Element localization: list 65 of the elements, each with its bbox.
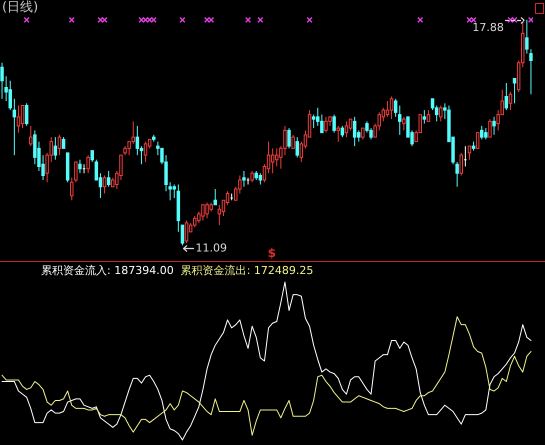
candlestick	[275, 148, 278, 167]
candlestick	[214, 188, 217, 206]
candlestick	[439, 105, 442, 122]
candlestick	[242, 170, 246, 188]
candlestick	[62, 136, 66, 149]
candlestick	[86, 154, 90, 174]
candlestick	[24, 102, 28, 126]
text: 累积资金流入: 187394.00	[41, 264, 174, 277]
text: 累积资金流出: 172489.25	[180, 264, 314, 277]
candlestick	[484, 128, 488, 140]
candlestick	[332, 114, 336, 134]
candlestick	[209, 202, 213, 212]
candlestick	[365, 120, 369, 134]
candlestick	[492, 116, 496, 136]
candlestick	[258, 172, 262, 185]
candlestick	[340, 125, 344, 138]
candlestick	[106, 170, 110, 188]
candlestick	[352, 116, 356, 147]
candlestick	[184, 220, 188, 244]
candlestick	[468, 146, 472, 160]
candlestick	[201, 204, 205, 222]
candlestick	[472, 141, 476, 152]
text: $	[268, 246, 276, 260]
candlestick	[291, 134, 295, 149]
candlestick	[422, 110, 426, 124]
candlestick	[296, 136, 299, 158]
candlestick	[78, 159, 82, 174]
candlestick	[102, 174, 106, 194]
candlestick	[16, 105, 20, 134]
candlestick	[144, 141, 148, 162]
annotation: 11.09	[195, 241, 227, 254]
candlestick	[480, 125, 484, 140]
candlestick	[394, 98, 398, 118]
candlestick	[250, 170, 254, 183]
candlestick	[426, 110, 430, 122]
candlestick	[254, 170, 258, 180]
candlestick	[386, 100, 390, 118]
candlestick	[312, 114, 316, 129]
candlestick	[336, 125, 340, 142]
candlestick	[488, 118, 492, 138]
candlestick	[0, 62, 4, 100]
candlestick	[54, 136, 58, 160]
candlestick	[508, 92, 512, 111]
candlestick	[361, 128, 365, 140]
chart-title: (日线)	[2, 0, 38, 15]
candlestick	[504, 82, 508, 111]
candlestick	[348, 118, 352, 131]
candlestick	[205, 202, 209, 219]
candlestick	[390, 96, 394, 120]
candlestick	[512, 78, 516, 104]
candlestick	[476, 132, 480, 149]
candlestick	[402, 116, 406, 131]
candlestick	[287, 128, 291, 149]
candlestick	[324, 116, 328, 134]
candlestick	[20, 105, 24, 129]
annotation: 17.88	[472, 20, 504, 34]
candlestick	[29, 125, 32, 147]
candlestick	[136, 125, 140, 156]
candlestick	[344, 120, 348, 138]
candlestick	[460, 152, 463, 176]
candlestick	[270, 148, 274, 174]
candlestick	[33, 130, 37, 165]
candlestick	[218, 204, 222, 226]
candlestick	[398, 105, 402, 136]
candlestick	[58, 134, 62, 156]
